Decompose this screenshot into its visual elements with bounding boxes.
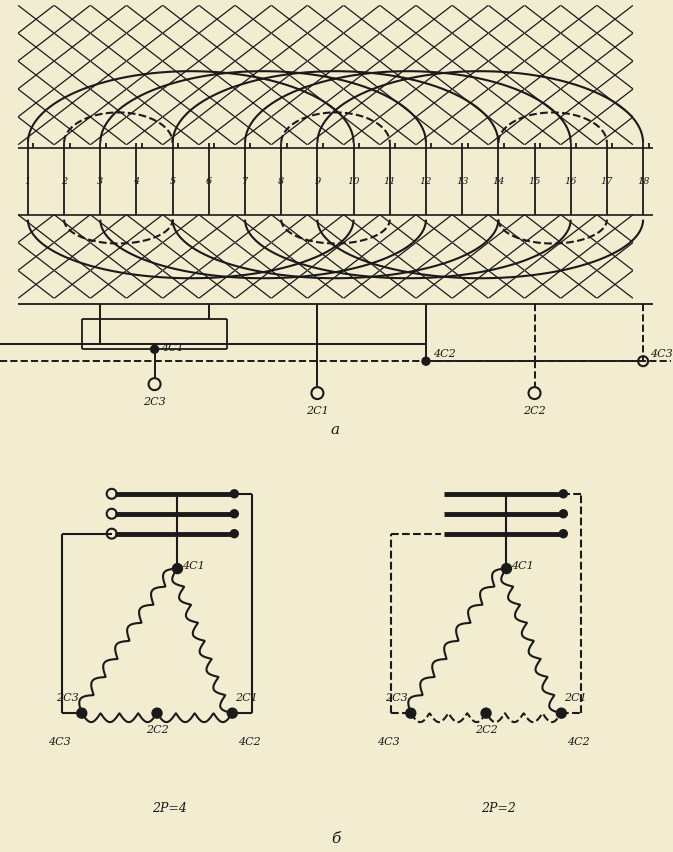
Text: 12: 12	[420, 177, 432, 186]
Text: 3: 3	[97, 177, 104, 186]
Text: 2С2: 2С2	[145, 724, 168, 734]
Circle shape	[559, 490, 567, 498]
Circle shape	[230, 490, 238, 498]
Text: 15: 15	[528, 177, 541, 186]
Circle shape	[151, 346, 159, 354]
Circle shape	[559, 510, 567, 518]
Circle shape	[501, 564, 511, 574]
Text: 4С1: 4С1	[511, 560, 534, 570]
Text: 4С3: 4С3	[48, 736, 71, 746]
Circle shape	[406, 708, 416, 718]
Text: 4С2: 4С2	[238, 736, 260, 746]
Text: 16: 16	[565, 177, 577, 186]
Text: 2С2: 2С2	[474, 724, 497, 734]
Text: 4С2: 4С2	[567, 736, 590, 746]
Text: 1: 1	[25, 177, 31, 186]
Text: 9: 9	[314, 177, 320, 186]
Text: 2С1: 2С1	[235, 693, 258, 702]
Text: 4С1: 4С1	[182, 560, 205, 570]
Text: 4С2: 4С2	[433, 348, 456, 359]
Text: 7: 7	[242, 177, 248, 186]
Circle shape	[422, 358, 430, 366]
Text: 17: 17	[601, 177, 613, 186]
Text: 2С3: 2С3	[143, 397, 166, 406]
Text: б: б	[331, 831, 340, 845]
Text: 18: 18	[637, 177, 649, 186]
Text: 8: 8	[278, 177, 285, 186]
Circle shape	[557, 708, 566, 718]
Text: 6: 6	[206, 177, 212, 186]
Text: 2С3: 2С3	[386, 693, 409, 702]
Circle shape	[152, 708, 162, 718]
Circle shape	[230, 530, 238, 538]
Circle shape	[227, 708, 238, 718]
Text: 2С3: 2С3	[57, 693, 79, 702]
Text: 4С3: 4С3	[649, 348, 672, 359]
Text: 2Р=2: 2Р=2	[481, 802, 516, 815]
Circle shape	[481, 708, 491, 718]
Text: 11: 11	[384, 177, 396, 186]
Text: 14: 14	[492, 177, 505, 186]
Text: 2С2: 2С2	[523, 406, 546, 416]
Text: 2С1: 2С1	[306, 406, 329, 416]
Text: а: а	[331, 423, 340, 436]
Text: 2: 2	[61, 177, 67, 186]
Text: 4: 4	[133, 177, 139, 186]
Text: 13: 13	[456, 177, 468, 186]
Text: 10: 10	[347, 177, 360, 186]
Text: 5: 5	[170, 177, 176, 186]
Text: 4С3: 4С3	[378, 736, 400, 746]
Circle shape	[172, 564, 182, 574]
Text: 2Р=4: 2Р=4	[152, 802, 187, 815]
Text: 4С1: 4С1	[161, 343, 184, 353]
Circle shape	[559, 530, 567, 538]
Circle shape	[230, 510, 238, 518]
Circle shape	[77, 708, 87, 718]
Text: 2С1: 2С1	[564, 693, 587, 702]
